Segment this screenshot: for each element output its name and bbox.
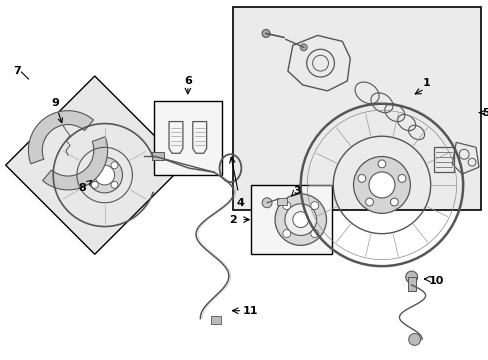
Text: 1: 1 xyxy=(422,78,429,88)
Bar xyxy=(233,7,480,210)
Bar xyxy=(154,101,221,175)
Circle shape xyxy=(262,198,271,208)
Circle shape xyxy=(377,160,385,168)
Circle shape xyxy=(285,204,316,235)
Bar xyxy=(407,277,415,291)
Circle shape xyxy=(353,157,409,213)
Bar xyxy=(152,152,164,160)
Circle shape xyxy=(310,202,318,210)
Text: 2: 2 xyxy=(229,215,237,225)
Bar xyxy=(276,198,286,205)
Circle shape xyxy=(262,30,269,37)
Circle shape xyxy=(368,172,394,198)
Circle shape xyxy=(87,157,122,193)
Bar xyxy=(251,185,332,254)
Text: 3: 3 xyxy=(292,186,300,196)
Text: 4: 4 xyxy=(236,198,244,208)
Circle shape xyxy=(111,181,118,188)
Text: 8: 8 xyxy=(78,180,91,193)
Circle shape xyxy=(292,212,308,228)
Circle shape xyxy=(405,271,417,283)
Circle shape xyxy=(282,230,290,238)
Circle shape xyxy=(282,202,290,210)
Circle shape xyxy=(91,181,98,188)
Circle shape xyxy=(95,165,114,185)
Text: 9: 9 xyxy=(51,98,62,123)
Circle shape xyxy=(390,198,397,206)
Polygon shape xyxy=(28,111,93,164)
Circle shape xyxy=(357,175,365,182)
Text: 6: 6 xyxy=(183,76,191,86)
Text: 10: 10 xyxy=(428,276,443,286)
Circle shape xyxy=(310,230,318,238)
Circle shape xyxy=(111,162,118,169)
Circle shape xyxy=(408,333,420,345)
Bar xyxy=(210,316,220,324)
Text: 11: 11 xyxy=(242,306,258,316)
Text: 7: 7 xyxy=(14,66,21,76)
Text: 5: 5 xyxy=(478,108,488,118)
Circle shape xyxy=(274,194,326,246)
Polygon shape xyxy=(6,76,183,254)
Circle shape xyxy=(365,198,373,206)
Circle shape xyxy=(91,162,98,169)
Polygon shape xyxy=(42,137,107,190)
Circle shape xyxy=(300,44,306,51)
Circle shape xyxy=(397,175,405,182)
